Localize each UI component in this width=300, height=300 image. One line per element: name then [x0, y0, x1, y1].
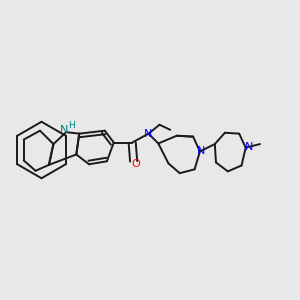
- Text: O: O: [132, 159, 140, 169]
- Text: N: N: [60, 125, 68, 135]
- Text: N: N: [197, 146, 206, 157]
- Text: N: N: [144, 129, 153, 139]
- Text: H: H: [68, 121, 75, 130]
- Text: N: N: [244, 142, 253, 152]
